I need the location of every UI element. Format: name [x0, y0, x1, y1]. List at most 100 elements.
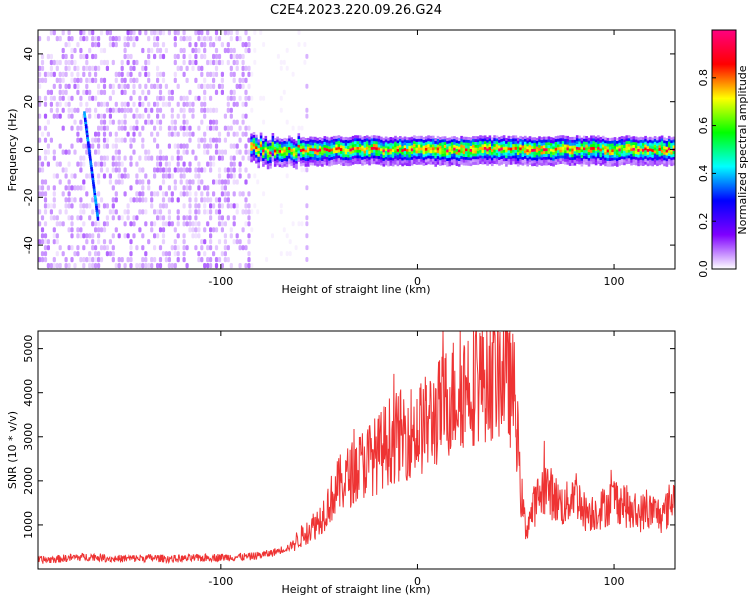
heatmap-cell	[111, 203, 115, 209]
heatmap-cell	[500, 138, 503, 142]
heatmap-cell	[590, 141, 593, 145]
heatmap-cell	[206, 36, 210, 42]
heatmap-cell	[375, 138, 378, 142]
heatmap-cell	[220, 155, 224, 161]
heatmap-cell	[123, 167, 127, 173]
heatmap-cell	[330, 136, 334, 140]
heatmap-cell	[328, 163, 331, 167]
heatmap-cell	[340, 153, 343, 157]
heatmap-cell	[108, 209, 112, 215]
heatmap-cell	[252, 132, 256, 135]
heatmap-cell	[95, 205, 98, 210]
heatmap-cell	[176, 143, 180, 149]
heatmap-cell	[257, 162, 260, 166]
heatmap-cell	[486, 157, 489, 160]
heatmap-cell	[627, 138, 631, 142]
heatmap-cell	[559, 158, 562, 162]
heatmap-cell	[132, 215, 136, 221]
heatmap-cell	[229, 125, 233, 131]
heatmap-cell	[257, 159, 260, 163]
heatmap-cell	[351, 150, 355, 154]
heatmap-cell	[634, 142, 638, 146]
heatmap-cell	[206, 149, 210, 155]
heatmap-cell	[297, 141, 301, 145]
heatmap-cell	[244, 263, 248, 269]
heatmap-cell	[226, 173, 230, 179]
heatmap-cell	[637, 160, 640, 164]
heatmap-cell	[232, 119, 236, 125]
heatmap-cell	[194, 59, 198, 66]
heatmap-cell	[670, 143, 673, 146]
heatmap-cell	[375, 152, 378, 156]
heatmap-cell	[247, 263, 251, 269]
heatmap-cell	[244, 77, 248, 83]
heatmap-cell	[38, 167, 42, 173]
heatmap-cell	[269, 154, 272, 158]
heatmap-cell	[86, 137, 89, 142]
heatmap-cell	[642, 160, 645, 164]
heatmap-cell	[472, 139, 475, 142]
heatmap-cell	[481, 147, 485, 151]
heatmap-cell	[373, 161, 376, 165]
heatmap-cell	[623, 150, 626, 154]
heatmap-cell	[185, 143, 189, 149]
heatmap-cell	[114, 137, 118, 143]
heatmap-cell	[141, 263, 145, 269]
heatmap-cell	[90, 167, 93, 172]
heatmap-cell	[387, 146, 390, 150]
heatmap-cell	[273, 149, 277, 153]
heatmap-cell	[380, 156, 383, 160]
heatmap-cell	[575, 161, 579, 164]
heatmap-cell	[200, 71, 204, 77]
heatmap-cell	[120, 89, 124, 95]
heatmap-cell	[566, 153, 570, 157]
heatmap-cell	[214, 36, 219, 42]
heatmap-cell	[135, 197, 139, 203]
heatmap-cell	[123, 155, 127, 161]
heatmap-cell	[307, 140, 310, 144]
heatmap-cell	[161, 167, 166, 173]
heatmap-cell	[285, 138, 289, 142]
heatmap-plot-frame	[37, 29, 676, 270]
heatmap-cell	[413, 141, 416, 144]
heatmap-cell	[644, 138, 647, 142]
heatmap-cell	[200, 83, 204, 89]
heatmap-cell	[311, 162, 315, 166]
heatmap-cell	[299, 160, 303, 164]
heatmap-cell	[642, 163, 645, 166]
heatmap-cell	[422, 157, 426, 161]
heatmap-cell	[141, 185, 145, 191]
heatmap-cell	[672, 139, 676, 143]
heatmap-cell	[123, 83, 127, 89]
heatmap-cell	[580, 163, 584, 167]
heatmap-cell	[516, 163, 520, 167]
heatmap-cell	[590, 158, 593, 162]
heatmap-cell	[509, 136, 513, 139]
heatmap-cell	[46, 239, 50, 245]
heatmap-cell	[141, 143, 145, 149]
heatmap-cell	[512, 135, 515, 139]
heatmap-cell	[365, 152, 369, 156]
heatmap-cell	[164, 161, 168, 167]
heatmap-cell	[436, 144, 440, 148]
heatmap-cell	[73, 119, 77, 125]
heatmap-cell	[483, 141, 487, 145]
heatmap-cell	[209, 83, 213, 89]
heatmap-cell	[247, 47, 251, 54]
heatmap-cell	[382, 155, 386, 158]
heatmap-cell	[73, 107, 77, 113]
heatmap-cell	[351, 135, 355, 139]
heatmap-cell	[82, 65, 86, 71]
heatmap-cell	[592, 152, 595, 156]
colorbar-gradient	[711, 29, 737, 270]
heatmap-cell	[634, 145, 638, 149]
heatmap-cell	[670, 148, 673, 152]
heatmap-cell	[649, 159, 652, 163]
heatmap-cell	[526, 137, 529, 141]
heatmap-cell	[347, 157, 350, 161]
heatmap-cell	[500, 150, 503, 154]
heatmap-cell	[620, 147, 624, 151]
heatmap-cell	[153, 30, 157, 36]
heatmap-cell	[571, 159, 574, 163]
heatmap-cell	[356, 152, 360, 156]
